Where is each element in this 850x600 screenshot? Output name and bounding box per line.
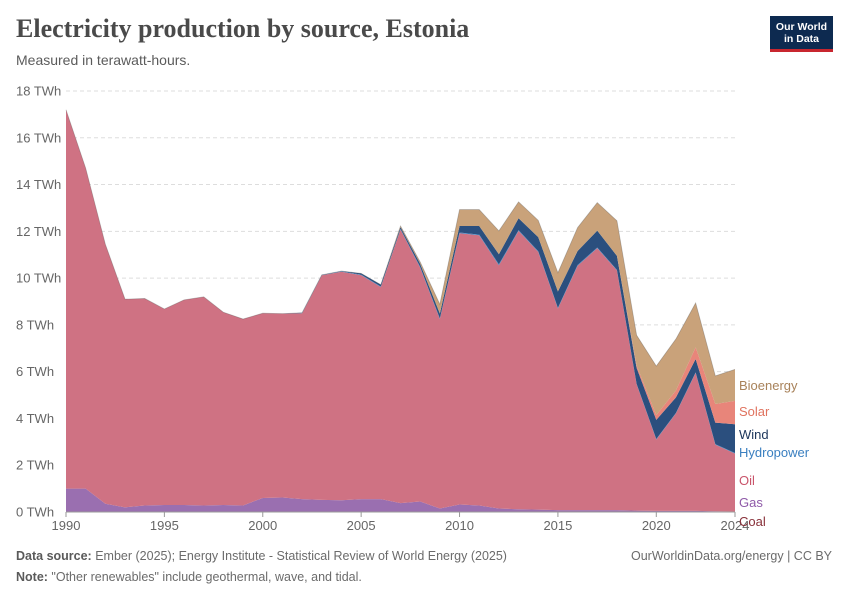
y-tick-label: 10 TWh xyxy=(16,271,61,286)
y-tick-label: 14 TWh xyxy=(16,177,61,192)
x-tick-label: 2005 xyxy=(347,518,376,533)
legend-label-coal: Coal xyxy=(739,514,766,529)
data-source-text: Ember (2025); Energy Institute - Statist… xyxy=(91,549,507,563)
logo-line-2: in Data xyxy=(783,33,819,45)
legend-label-bioenergy: Bioenergy xyxy=(739,378,798,393)
area-oil[interactable] xyxy=(66,109,735,512)
y-tick-label: 4 TWh xyxy=(16,411,54,426)
note-text: "Other renewables" include geothermal, w… xyxy=(47,570,362,584)
y-tick-label: 0 TWh xyxy=(16,505,54,520)
x-tick-label: 2015 xyxy=(543,518,572,533)
y-tick-label: 16 TWh xyxy=(16,130,61,145)
legend-label-gas: Gas xyxy=(739,495,763,510)
y-tick-label: 18 TWh xyxy=(16,84,61,99)
y-tick-label: 12 TWh xyxy=(16,224,61,239)
data-source-label: Data source: xyxy=(16,549,92,563)
area-wind[interactable] xyxy=(66,109,735,454)
x-tick-label: 2010 xyxy=(445,518,474,533)
credit-link[interactable]: OurWorldinData.org/energy | CC BY xyxy=(630,549,832,563)
x-tick-label: 2020 xyxy=(642,518,671,533)
y-tick-label: 2 TWh xyxy=(16,458,54,473)
chart-note: Note: "Other renewables" include geother… xyxy=(16,570,362,584)
total-outline xyxy=(65,109,736,377)
x-tick-label: 1990 xyxy=(52,518,81,533)
legend-label-oil: Oil xyxy=(739,473,755,488)
stacked-areas xyxy=(65,109,736,512)
legend-label-hydropower: Hydropower xyxy=(739,445,810,460)
note-label: Note: xyxy=(16,570,48,584)
y-tick-label: 8 TWh xyxy=(16,317,54,332)
axes: 0 TWh 2 TWh 4 TWh 6 TWh 8 TWh 10 TWh 12 TWh 14 … xyxy=(16,84,749,534)
chart-title: Electricity production by source, Estoni… xyxy=(16,14,470,43)
chart-subtitle: Measured in terawatt-hours. xyxy=(16,52,191,68)
data-source: Data source: Ember (2025); Energy Instit… xyxy=(16,549,507,563)
area-bioenergy[interactable] xyxy=(66,109,735,416)
logo-line-1: Our World xyxy=(775,21,828,33)
area-gas[interactable] xyxy=(66,488,735,512)
x-tick-label: 2024 xyxy=(721,518,750,533)
legend-label-wind: Wind xyxy=(739,427,769,442)
x-tick-label: 2000 xyxy=(248,518,277,533)
x-tick-label: 1995 xyxy=(150,518,179,533)
y-tick-label: 6 TWh xyxy=(16,364,54,379)
legend-label-solar: Solar xyxy=(739,404,770,419)
owid-logo[interactable]: Our World in Data xyxy=(770,16,833,52)
legend: Bioenergy Solar Wind Hydropower Oil Gas Coal xyxy=(739,378,810,529)
